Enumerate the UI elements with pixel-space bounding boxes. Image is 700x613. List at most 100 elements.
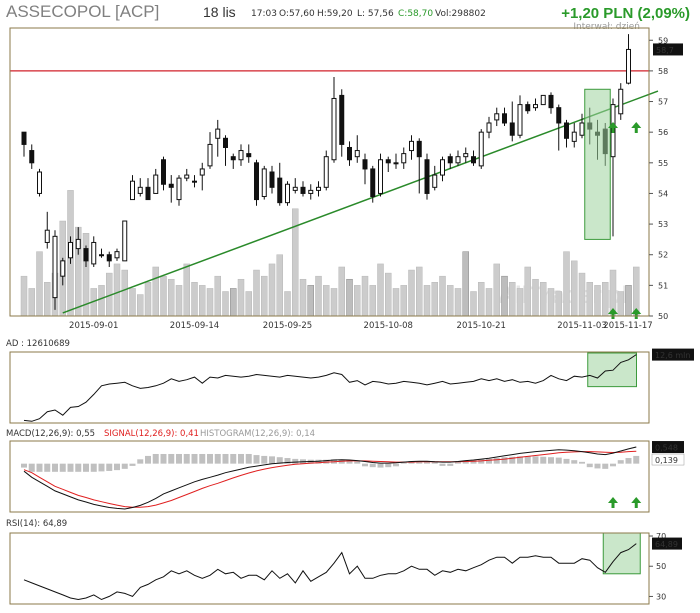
volume-bar: [586, 282, 593, 317]
candle: [440, 156, 445, 182]
volume-bar: [617, 291, 624, 317]
ad-line: [23, 354, 637, 422]
candle-body: [285, 183, 290, 204]
candle: [130, 175, 135, 201]
volume-bar: [315, 275, 322, 317]
macd-last-label: 0,548: [655, 444, 678, 453]
histogram-bar: [67, 463, 74, 472]
candle: [68, 236, 73, 264]
volume-bar: [230, 288, 237, 317]
candle: [471, 150, 476, 166]
macd-up-arrow-head: [608, 497, 618, 503]
volume-bar: [206, 288, 214, 317]
histogram-bar: [21, 463, 27, 468]
volume-bar: [423, 285, 431, 317]
candle: [564, 119, 569, 148]
candle: [29, 144, 35, 169]
hist-last-box: [651, 453, 685, 466]
candle: [168, 175, 174, 203]
price-tick-label: 50: [658, 312, 668, 321]
rsi-panel-frame: [9, 532, 650, 605]
volume-bar: [214, 275, 221, 317]
histogram-bar: [214, 453, 221, 464]
ad-panel: 12,6 mln: [9, 348, 694, 424]
up-arrow: [631, 308, 642, 319]
histogram-bar: [183, 453, 190, 464]
candle-body: [153, 174, 159, 194]
volume-bar: [416, 266, 423, 317]
candle: [626, 34, 631, 85]
candle-body: [331, 97, 337, 161]
candle: [106, 251, 112, 267]
volume-bar: [501, 275, 508, 317]
histogram-label: HISTOGRAM(12,26,9): 0,14: [200, 429, 315, 439]
histogram-bar: [176, 453, 182, 464]
candle: [176, 175, 182, 206]
highlight-rect: [584, 88, 611, 240]
volume-bar: [121, 269, 128, 317]
candle: [579, 113, 585, 139]
volume-bar: [152, 266, 159, 317]
volume-bar: [524, 266, 531, 317]
candle-body: [579, 122, 585, 136]
histogram-bar: [400, 461, 407, 464]
volume-bar: [284, 291, 291, 317]
candle: [285, 181, 290, 206]
date-tick-label: 2015-11-17: [603, 321, 652, 331]
candle: [540, 94, 546, 106]
candle: [153, 168, 159, 194]
histogram-bar: [98, 463, 105, 472]
histogram-bar: [59, 463, 66, 472]
macd-signal-arrows: [608, 497, 642, 508]
signal-label: SIGNAL(12,26,9): 0,41: [104, 429, 199, 439]
up-arrow-shaft: [611, 127, 615, 133]
candle-body: [626, 48, 631, 84]
candle: [354, 135, 360, 163]
macd-up-arrow-shaft: [634, 502, 638, 508]
candle-body: [114, 251, 120, 259]
candle: [44, 211, 50, 249]
candle: [548, 92, 554, 114]
up-arrow: [608, 122, 618, 133]
volume-bar: [36, 251, 43, 317]
rsi-line: [23, 543, 637, 601]
candle: [478, 129, 484, 169]
volume-bar: [516, 288, 524, 317]
candle-body: [478, 131, 484, 167]
histogram-bar: [346, 460, 353, 464]
macd-axis: 0,548 0,139: [651, 441, 685, 466]
histogram-bar: [579, 461, 585, 464]
candle: [393, 153, 399, 169]
volume-bar: [478, 282, 485, 317]
volume-bar: [129, 288, 136, 317]
histogram-bar: [555, 457, 562, 464]
price-change: +1,20 PLN (2,09%): [561, 5, 690, 22]
candle-body: [571, 131, 577, 142]
histogram-bar: [462, 460, 469, 464]
candle-body: [37, 171, 42, 194]
candle-body: [91, 241, 97, 265]
date-tick-label: 2015-09-01: [69, 321, 118, 331]
candle: [339, 89, 345, 157]
candle: [401, 147, 407, 169]
volume-bar: [253, 269, 260, 317]
candle-body: [75, 238, 81, 250]
candle-body: [556, 107, 562, 124]
volume-bar: [168, 278, 175, 317]
volume-bar: [307, 285, 314, 317]
candle: [533, 98, 538, 111]
candle-body: [122, 220, 128, 262]
volume-bar: [276, 254, 283, 317]
date-tick-label: 2015-09-14: [170, 321, 219, 331]
histogram-bar: [509, 456, 516, 464]
histogram-bar: [52, 463, 58, 472]
histogram-bar: [517, 456, 523, 464]
volume-bar: [392, 288, 400, 317]
volume-bar: [330, 288, 338, 317]
candle: [91, 236, 97, 267]
histogram-bar: [238, 453, 244, 464]
candle: [571, 122, 577, 148]
volume-bar: [144, 282, 152, 317]
volume-bar: [555, 291, 562, 317]
candle: [137, 178, 143, 197]
